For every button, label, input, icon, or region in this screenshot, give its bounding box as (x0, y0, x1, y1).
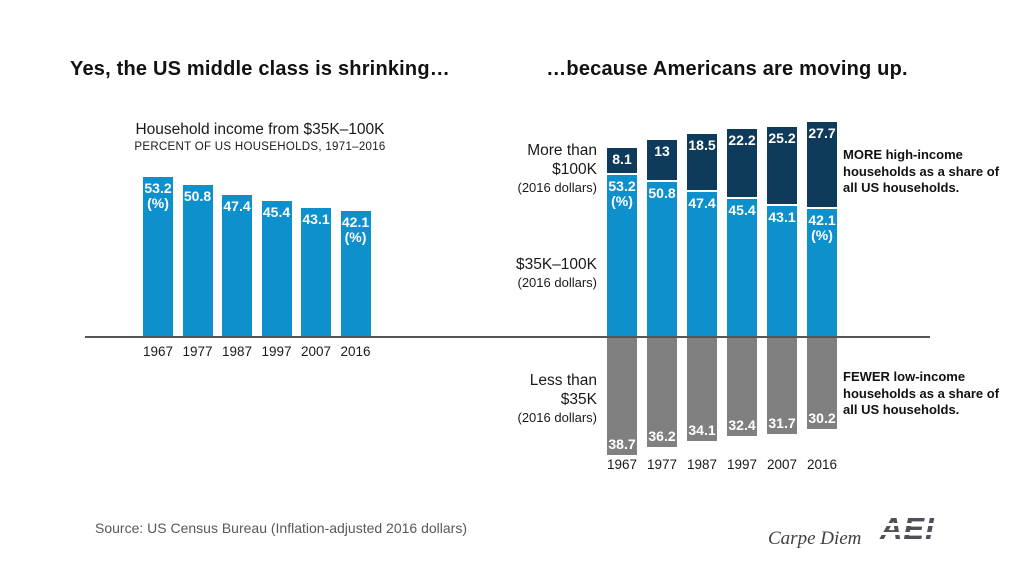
year-tick-2007: 2007 (300, 344, 332, 359)
value-label: 45.4 (262, 203, 291, 220)
right-bar-high-1967: 8.1 (607, 148, 637, 175)
year-tick-2016: 2016 (340, 344, 371, 359)
left-chart-kicker: PERCENT OF US HOUSEHOLDS, 1971–2016 (134, 141, 386, 153)
left-bar-1967: 53.2 (%) (143, 177, 173, 337)
value-label: 43.1 (768, 208, 796, 225)
year-tick-2016: 2016 (806, 457, 838, 472)
annotation-more-high-income: MORE high-income households as a share o… (843, 147, 1000, 195)
aei-logo-stripe (878, 523, 944, 526)
value-label: 50.8 (183, 187, 212, 204)
value-label: 13 (654, 143, 670, 160)
aei-logo-stripe (878, 532, 944, 535)
right-bar-mid-1997: 45.4 (727, 198, 757, 337)
right-panel-title: …because Americans are moving up. (546, 58, 908, 80)
value-label: 18.5 (688, 137, 716, 153)
year-tick-1987: 1987 (686, 457, 718, 472)
value-label: 45.4 (728, 201, 756, 218)
income-band-label-low: Less than $35K (2016 dollars) (432, 371, 598, 426)
carpe-diem-wordmark: Carpe Diem (768, 528, 862, 549)
income-band-label-mid-line1: $35K–100K (515, 256, 597, 273)
year-tick-1987: 1987 (221, 344, 253, 359)
income-band-note-low: (2016 dollars) (517, 410, 598, 425)
value-label: 25.2 (768, 129, 796, 146)
value-label: 53.2 (%) (608, 177, 636, 209)
left-bar-1997: 45.4 (261, 200, 292, 337)
income-band-label-mid: $35K–100K (2016 dollars) (432, 255, 597, 291)
value-label: 36.2 (648, 428, 676, 445)
left-chart-subtitle: Household income from $35K–100K (135, 121, 385, 138)
value-label: 47.4 (688, 195, 716, 212)
income-band-label-low-line1: Less than (529, 372, 597, 389)
income-band-note-mid: (2016 dollars) (517, 275, 598, 290)
income-band-label-high-line1: More than (527, 142, 597, 159)
right-bar-high-2007: 25.2 (767, 126, 797, 206)
year-tick-1977: 1977 (646, 457, 678, 472)
right-bar-low-1987: 34.1 (687, 337, 717, 441)
right-bar-high-1997: 22.2 (727, 128, 757, 199)
zero-axis-line (85, 336, 930, 338)
year-tick-1967: 1967 (142, 344, 174, 359)
value-label: 8.1 (612, 151, 632, 168)
right-bar-low-1967: 38.7 (607, 337, 637, 456)
aei-logo: AEI (880, 511, 935, 546)
source-note: Source: US Census Bureau (Inflation-adju… (95, 520, 467, 536)
value-label: 42.1 (%) (808, 211, 836, 243)
income-band-note-high: (2016 dollars) (517, 180, 598, 195)
right-bar-low-1977: 36.2 (647, 337, 677, 448)
value-label: 31.7 (768, 414, 796, 431)
value-label: 34.1 (688, 422, 716, 438)
left-bar-1987: 47.4 (222, 194, 252, 337)
value-label: 27.7 (808, 125, 836, 142)
value-label: 38.7 (608, 436, 636, 453)
year-tick-1997: 1997 (261, 344, 292, 359)
value-label: 50.8 (648, 185, 676, 202)
right-bar-high-1977: 13 (647, 140, 677, 183)
year-tick-1977: 1977 (182, 344, 213, 359)
value-label: 42.1 (%) (341, 213, 370, 245)
left-bar-2007: 43.1 (301, 207, 331, 337)
value-label: 30.2 (808, 410, 836, 427)
annotation-fewer-low-income: FEWER low-income households as a share o… (843, 369, 1000, 417)
value-label: 22.2 (728, 131, 756, 148)
income-band-label-high-line2: $100K (552, 161, 597, 178)
income-band-label-high: More than $100K (2016 dollars) (432, 141, 598, 196)
value-label: 32.4 (728, 416, 756, 433)
right-bar-mid-1987: 47.4 (687, 192, 717, 337)
income-band-label-low-line2: $35K (560, 391, 597, 408)
left-bar-1977: 50.8 (182, 184, 213, 337)
right-bar-low-2007: 31.7 (767, 337, 797, 434)
value-label: 53.2 (%) (144, 180, 172, 212)
right-bar-mid-2016: 42.1 (%) (807, 208, 837, 337)
carpe-diem-aei-logo: Carpe Diem AEI (768, 512, 958, 554)
right-bar-mid-1967: 53.2 (%) (607, 174, 637, 337)
left-panel-title: Yes, the US middle class is shrinking… (70, 58, 450, 80)
value-label: 43.1 (302, 210, 330, 227)
year-tick-1967: 1967 (606, 457, 638, 472)
year-tick-2007: 2007 (766, 457, 798, 472)
right-bar-mid-2007: 43.1 (767, 205, 797, 337)
value-label: 47.4 (223, 197, 251, 214)
year-tick-1997: 1997 (726, 457, 758, 472)
right-bar-low-2016: 30.2 (807, 337, 837, 430)
right-bar-high-2016: 27.7 (807, 122, 837, 209)
right-bar-low-1997: 32.4 (727, 337, 757, 436)
right-bar-high-1987: 18.5 (687, 134, 717, 193)
right-bar-mid-1977: 50.8 (647, 182, 677, 337)
left-bar-2016: 42.1 (%) (340, 210, 371, 337)
